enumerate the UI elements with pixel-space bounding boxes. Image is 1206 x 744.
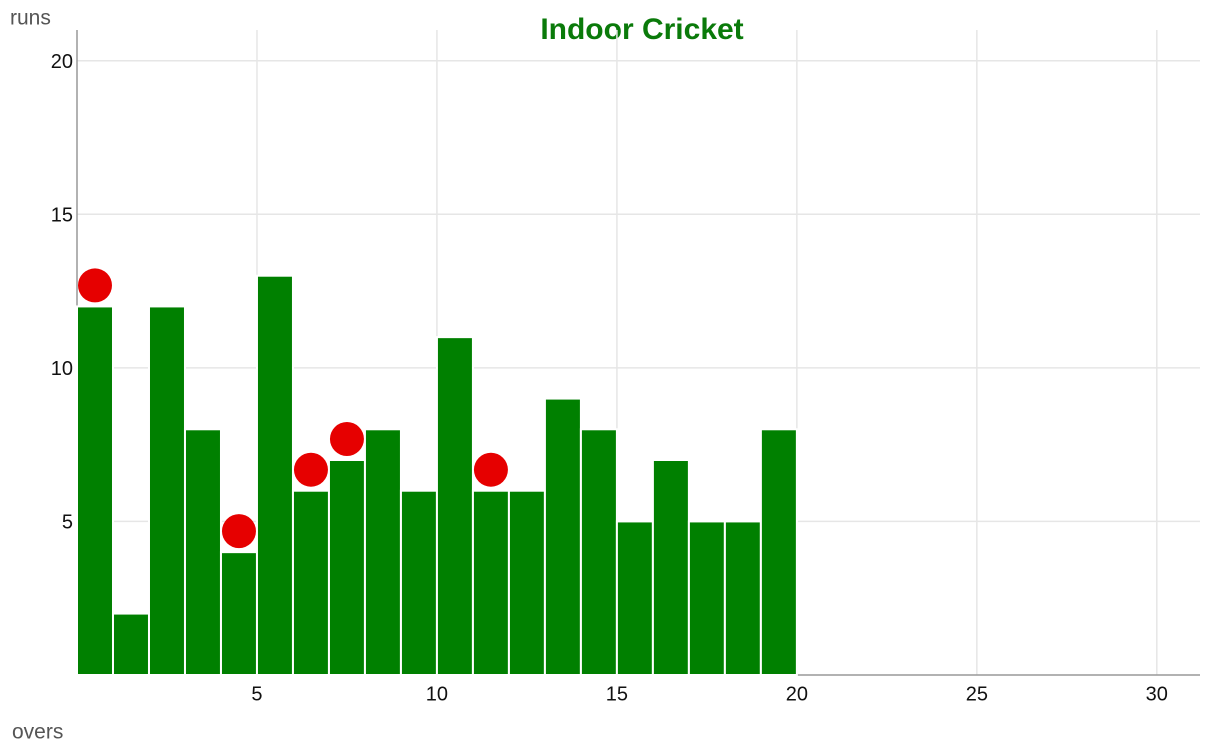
- wicket-marker: [221, 514, 256, 549]
- x-tick-label: 20: [786, 683, 808, 705]
- bar: [651, 459, 690, 676]
- bar: [291, 489, 330, 677]
- bar: [399, 489, 438, 677]
- y-tick-label: 5: [62, 512, 73, 534]
- bar: [327, 459, 366, 676]
- bar: [363, 428, 402, 676]
- x-tick-label: 15: [606, 683, 628, 705]
- y-tick-label: 20: [51, 51, 73, 73]
- bar: [615, 520, 654, 677]
- y-tick-label: 15: [51, 205, 73, 227]
- bar: [147, 305, 186, 676]
- y-axis-title: runs: [10, 7, 51, 30]
- bar: [255, 274, 294, 676]
- wicket-marker: [293, 452, 328, 487]
- bar: [507, 489, 546, 677]
- bar: [723, 520, 762, 677]
- wicket-marker: [77, 268, 112, 303]
- x-tick-label: 5: [251, 683, 262, 705]
- x-tick-label: 10: [426, 683, 448, 705]
- bar: [111, 612, 150, 676]
- bar: [76, 305, 114, 676]
- bar: [435, 336, 474, 676]
- bar: [471, 489, 510, 677]
- bar: [687, 520, 726, 677]
- wicket-marker: [329, 422, 364, 456]
- chart-title: Indoor Cricket: [540, 13, 743, 46]
- x-tick-label: 30: [1146, 683, 1168, 705]
- wicket-marker: [473, 452, 508, 487]
- x-axis-title: overs: [12, 721, 63, 744]
- x-tick-label: 25: [966, 683, 988, 705]
- bar: [579, 428, 618, 676]
- bar: [543, 397, 582, 676]
- bar: [183, 428, 222, 676]
- bar: [219, 551, 258, 677]
- bar: [759, 428, 798, 676]
- y-tick-label: 10: [51, 358, 73, 380]
